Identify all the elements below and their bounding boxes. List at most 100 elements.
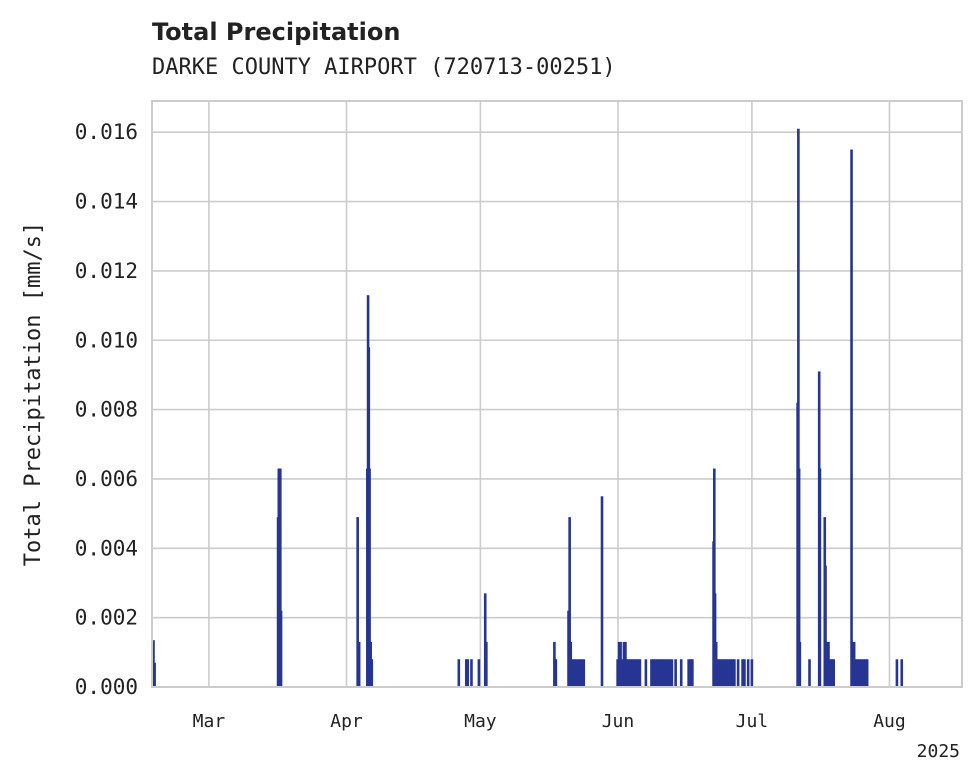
precipitation-bar bbox=[578, 659, 582, 687]
precipitation-bar bbox=[860, 659, 863, 687]
precipitation-bar bbox=[832, 659, 835, 687]
grid-lines bbox=[152, 101, 962, 687]
y-tick-label: 0.016 bbox=[75, 120, 138, 144]
precipitation-bar bbox=[895, 659, 899, 687]
precipitation-bar bbox=[153, 662, 156, 687]
precipitation-bar bbox=[865, 659, 869, 687]
precipitation-bar bbox=[798, 641, 802, 687]
precipitation-bar bbox=[679, 659, 683, 687]
precipitation-bar bbox=[279, 610, 283, 687]
precipitation-bar bbox=[659, 659, 663, 687]
y-tick-label: 0.014 bbox=[75, 190, 138, 214]
precipitation-bar bbox=[483, 593, 487, 687]
precipitation-bar bbox=[655, 659, 659, 687]
precipitation-bar bbox=[636, 659, 640, 687]
precipitation-bar bbox=[824, 641, 828, 687]
precipitation-bar bbox=[370, 659, 374, 687]
precipitation-bar bbox=[616, 659, 619, 687]
precipitation-bar bbox=[668, 659, 672, 687]
precipitation-bar bbox=[644, 659, 648, 687]
precipitation-bar bbox=[716, 659, 719, 687]
precipitation-bar bbox=[574, 659, 578, 687]
precipitation-bar bbox=[797, 468, 801, 687]
precipitation-bar bbox=[862, 659, 865, 687]
y-tick-label: 0.002 bbox=[75, 606, 138, 630]
precipitation-bars bbox=[152, 128, 904, 688]
precipitation-bar bbox=[464, 659, 468, 687]
precipitation-bar bbox=[357, 641, 361, 687]
precipitation-bar bbox=[653, 659, 657, 687]
precipitation-bar bbox=[746, 659, 750, 687]
precipitation-bar bbox=[622, 641, 626, 687]
precipitation-bar bbox=[629, 659, 632, 687]
precipitation-bar bbox=[797, 128, 800, 688]
x-tick-label: Mar bbox=[193, 711, 226, 732]
precipitation-bar bbox=[356, 517, 359, 687]
precipitation-bar bbox=[713, 593, 717, 687]
precipitation-bar bbox=[864, 659, 867, 687]
precipitation-bar bbox=[850, 149, 853, 687]
precipitation-bar bbox=[736, 659, 740, 687]
y-axis-ticks: 0.000 0.002 0.004 0.006 0.008 0.010 0.012 0.014… bbox=[75, 120, 138, 699]
precipitation-bar bbox=[725, 659, 729, 687]
y-tick-label: 0.012 bbox=[75, 259, 138, 283]
precipitation-bar bbox=[666, 659, 670, 687]
precipitation-bar bbox=[828, 659, 832, 687]
precipitation-bar bbox=[485, 641, 488, 687]
precipitation-bar bbox=[713, 468, 716, 687]
precipitation-bar bbox=[818, 468, 822, 687]
precipitation-bar bbox=[652, 659, 655, 687]
precipitation-bar bbox=[617, 641, 621, 687]
y-tick-label: 0.004 bbox=[75, 536, 138, 560]
precipitation-bar bbox=[661, 659, 664, 687]
precipitation-bar bbox=[625, 659, 629, 687]
precipitation-bar bbox=[470, 659, 473, 687]
precipitation-bar bbox=[620, 659, 624, 687]
precipitation-bar bbox=[808, 659, 811, 687]
precipitation-bar bbox=[723, 659, 727, 687]
precipitation-bar bbox=[580, 659, 584, 687]
precipitation-bar bbox=[631, 659, 634, 687]
precipitation-bar bbox=[634, 659, 638, 687]
precipitation-bar bbox=[553, 641, 556, 687]
x-tick-label: Jun bbox=[602, 711, 635, 732]
precipitation-bar bbox=[830, 659, 834, 687]
y-tick-label: 0.010 bbox=[75, 328, 138, 352]
precipitation-bar bbox=[721, 659, 725, 687]
x-tick-label: Apr bbox=[330, 711, 363, 732]
precipitation-bar bbox=[856, 659, 860, 687]
precipitation-bar bbox=[687, 659, 690, 687]
precipitation-bar bbox=[852, 641, 856, 687]
precipitation-bar bbox=[477, 659, 481, 687]
precipitation-bar bbox=[674, 659, 677, 687]
precipitation-bar bbox=[854, 659, 858, 687]
precipitation-bar bbox=[731, 659, 734, 687]
precipitation-bar bbox=[824, 565, 827, 687]
chart-subtitle: DARKE COUNTY AIRPORT (720713-00251) bbox=[152, 55, 616, 80]
precipitation-bar bbox=[858, 659, 862, 687]
precipitation-bar bbox=[691, 659, 694, 687]
y-tick-label: 0.006 bbox=[75, 467, 138, 491]
precipitation-bar bbox=[720, 659, 723, 687]
chart-title: Total Precipitation bbox=[152, 18, 400, 46]
precipitation-bar bbox=[582, 659, 586, 687]
precipitation-bar bbox=[569, 641, 573, 687]
precipitation-bar bbox=[714, 641, 718, 687]
precipitation-bar bbox=[576, 659, 580, 687]
precipitation-bar bbox=[624, 641, 627, 687]
precipitation-bar bbox=[663, 659, 666, 687]
precipitation-bar bbox=[457, 659, 461, 687]
precipitation-bar bbox=[670, 659, 674, 687]
precipitation-bar bbox=[827, 641, 830, 687]
x-tick-label: Aug bbox=[873, 711, 906, 732]
precipitation-bar bbox=[741, 659, 744, 687]
precipitation-bar bbox=[733, 659, 736, 687]
precipitation-bar bbox=[570, 659, 574, 687]
y-tick-label: 0.000 bbox=[75, 675, 138, 699]
precipitation-bar bbox=[279, 468, 282, 687]
precipitation-bar bbox=[900, 659, 904, 687]
precipitation-bar bbox=[727, 659, 731, 687]
precipitation-bar bbox=[665, 659, 668, 687]
precipitation-bar bbox=[689, 659, 692, 687]
